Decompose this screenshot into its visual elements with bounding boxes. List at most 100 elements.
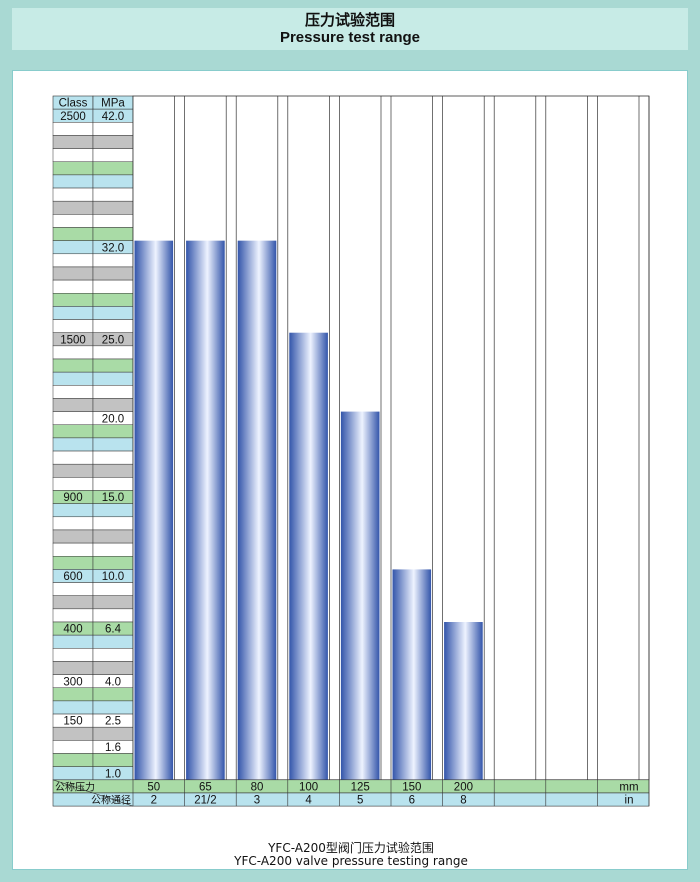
mpa-cell xyxy=(92,648,134,662)
x-tick-mm: 200 xyxy=(454,781,473,793)
mpa-label: 32.0 xyxy=(102,242,124,254)
mpa-cell xyxy=(92,174,134,189)
unit-in: in xyxy=(625,795,634,807)
class-cell xyxy=(52,253,94,268)
class-cell xyxy=(52,634,94,649)
class-cell xyxy=(52,726,94,741)
class-cell xyxy=(52,227,94,241)
mpa-cell xyxy=(92,306,134,320)
class-label: 900 xyxy=(63,492,82,504)
class-cell xyxy=(52,687,94,702)
x-tick-in: 6 xyxy=(409,795,415,807)
x-tick-in: 8 xyxy=(460,795,466,807)
x-tick-mm: 65 xyxy=(199,781,212,793)
mpa-cell xyxy=(92,385,134,399)
mpa-cell xyxy=(92,582,134,596)
class-cell xyxy=(52,200,94,215)
x-tick-mm: 50 xyxy=(147,781,160,793)
mpa-label: 2.5 xyxy=(105,716,121,728)
class-cell xyxy=(52,529,94,544)
mpa-cell xyxy=(92,516,134,531)
class-cell xyxy=(52,240,94,255)
chart-panel: Class MPa 2500 42.0 32.0 1500 25.0 20.0 900 15.0 6… xyxy=(12,70,688,870)
mpa-cell xyxy=(92,122,134,136)
class-cell xyxy=(52,608,94,623)
class-cell xyxy=(52,477,94,491)
bar xyxy=(134,240,174,780)
mpa-cell xyxy=(92,463,134,478)
pressure-chart: Class MPa 2500 42.0 32.0 1500 25.0 20.0 900 15.0 6… xyxy=(52,95,650,807)
mpa-cell xyxy=(92,437,134,452)
class-cell xyxy=(52,358,94,373)
x-tick-mm: 80 xyxy=(251,781,264,793)
x-row-in xyxy=(52,792,650,807)
y-header-mpa: MPa xyxy=(101,98,125,110)
mpa-label: 20.0 xyxy=(102,413,124,425)
bar xyxy=(444,622,483,780)
class-cell xyxy=(52,279,94,294)
bar xyxy=(392,569,432,780)
mpa-cell xyxy=(92,253,134,268)
class-cell xyxy=(52,174,94,189)
class-cell xyxy=(52,293,94,307)
mpa-cell xyxy=(92,227,134,241)
mpa-cell xyxy=(92,148,134,162)
class-cell xyxy=(52,398,94,412)
x-tick-in: 4 xyxy=(305,795,312,807)
x-tick-in: 5 xyxy=(357,795,363,807)
caption-zh: YFC-A200型阀门压力试验范围 xyxy=(268,841,434,855)
mpa-cell xyxy=(92,608,134,623)
mpa-cell xyxy=(92,135,134,149)
x-tick-mm: 100 xyxy=(299,781,318,793)
page-title-zh: 压力试验范围 xyxy=(304,11,395,29)
x-label-pressure: 公称压力 xyxy=(55,780,95,793)
mpa-cell xyxy=(92,661,134,675)
class-cell xyxy=(52,450,94,465)
class-cell xyxy=(52,753,94,767)
class-cell xyxy=(52,161,94,176)
mpa-cell xyxy=(92,595,134,610)
mpa-cell xyxy=(92,687,134,702)
mpa-cell xyxy=(92,477,134,491)
mpa-cell xyxy=(92,450,134,465)
class-cell xyxy=(52,595,94,610)
class-cell xyxy=(52,319,94,333)
x-tick-mm: 150 xyxy=(402,781,421,793)
class-cell xyxy=(52,661,94,675)
mpa-label: 6.4 xyxy=(105,624,122,636)
class-label: 1500 xyxy=(60,334,86,346)
class-cell xyxy=(52,542,94,557)
class-cell xyxy=(52,740,94,754)
class-cell xyxy=(52,463,94,478)
mpa-cell xyxy=(92,345,134,360)
mpa-cell xyxy=(92,529,134,544)
title-banner: 压力试验范围 Pressure test range xyxy=(12,8,688,50)
class-cell xyxy=(52,135,94,149)
class-cell xyxy=(52,214,94,228)
mpa-cell xyxy=(92,424,134,439)
mpa-cell xyxy=(92,187,134,202)
mpa-cell xyxy=(92,293,134,307)
unit-mm: mm xyxy=(619,781,638,793)
class-cell xyxy=(52,503,94,518)
mpa-cell xyxy=(92,398,134,412)
bar xyxy=(340,411,380,780)
mpa-cell xyxy=(92,200,134,215)
class-cell xyxy=(52,371,94,386)
mpa-label: 1.0 xyxy=(105,768,121,780)
class-cell xyxy=(52,266,94,281)
mpa-cell xyxy=(92,279,134,294)
class-cell xyxy=(52,766,94,781)
mpa-cell xyxy=(92,358,134,373)
x-tick-in: 3 xyxy=(254,795,260,807)
mpa-label: 4.0 xyxy=(105,676,121,688)
class-cell xyxy=(52,556,94,570)
mpa-cell xyxy=(92,161,134,176)
class-cell xyxy=(52,187,94,202)
mpa-label: 25.0 xyxy=(102,334,124,346)
class-cell xyxy=(52,424,94,439)
mpa-cell xyxy=(92,700,134,715)
mpa-cell xyxy=(92,214,134,228)
class-cell xyxy=(52,437,94,452)
bar xyxy=(186,240,225,780)
